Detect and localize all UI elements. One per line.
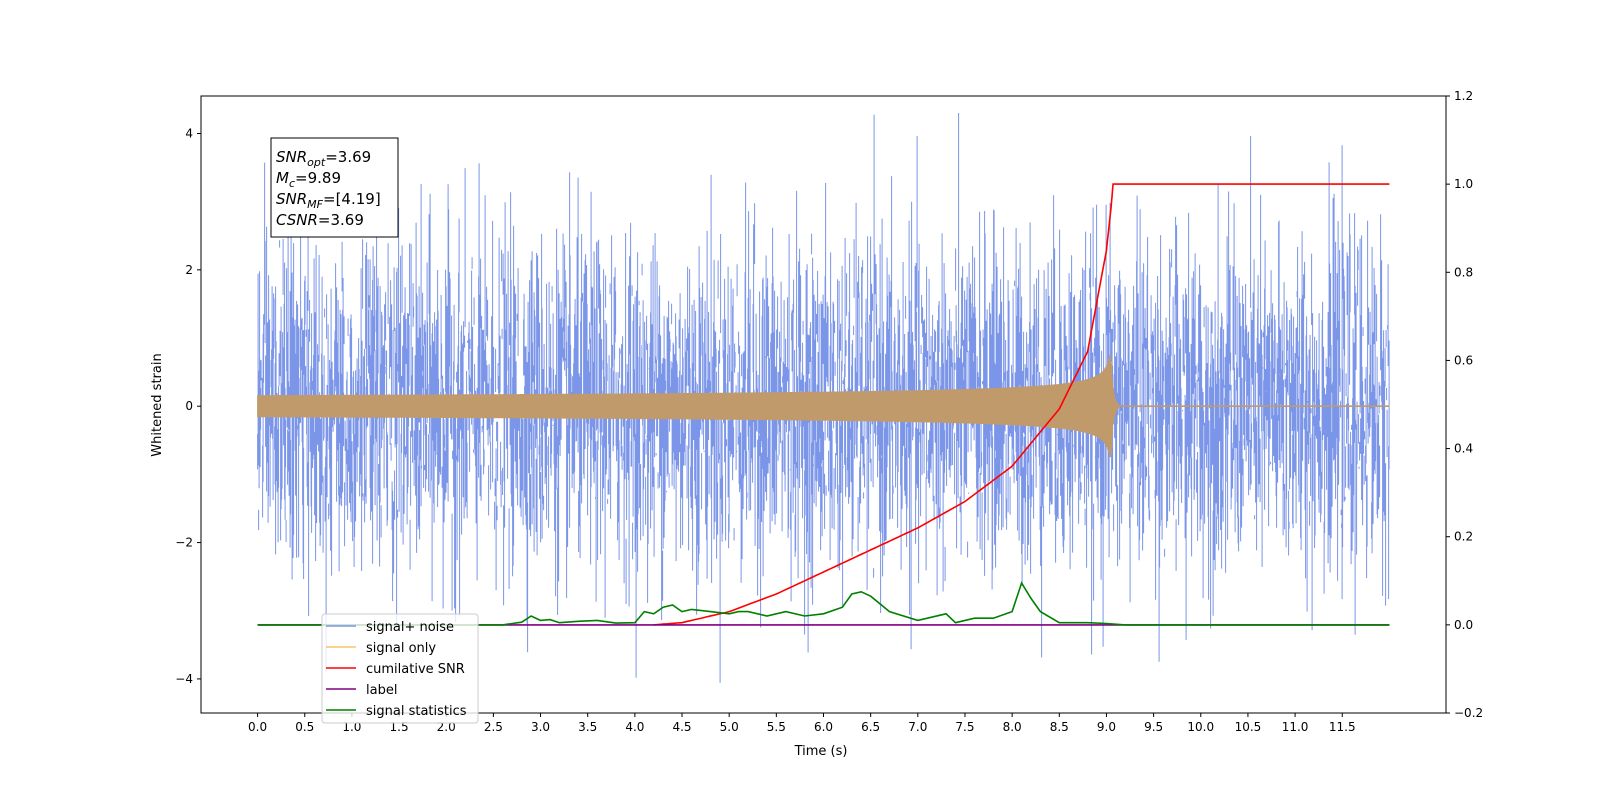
info-line: SNRopt=3.69 <box>276 148 371 169</box>
x-axis-label: Time (s) <box>794 744 848 759</box>
x-tick-label: 7.0 <box>908 720 927 734</box>
info-line-value: =3.69 <box>318 211 364 229</box>
x-tick-label: 6.0 <box>814 720 833 734</box>
info-line-subscript: opt <box>307 156 326 169</box>
x-tick-label: 3.0 <box>531 720 550 734</box>
legend-label: signal only <box>366 641 436 656</box>
x-tick-label: 9.0 <box>1097 720 1116 734</box>
info-line: Mc=9.89 <box>276 169 341 190</box>
legend-label: cumilative SNR <box>366 662 465 677</box>
x-tick-label: 7.5 <box>955 720 974 734</box>
legend-label: label <box>366 683 397 698</box>
y-tick-label: 4 <box>185 126 193 140</box>
info-box-frame <box>270 137 399 238</box>
x-tick-label: 4.0 <box>625 720 644 734</box>
info-line-value: =3.69 <box>325 148 371 166</box>
x-tick-label: 3.5 <box>578 720 597 734</box>
x-tick-label: 8.5 <box>1050 720 1069 734</box>
x-tick-label: 11.0 <box>1282 720 1309 734</box>
info-line-symbol: SNR <box>276 190 307 208</box>
legend-label: signal statistics <box>366 704 467 719</box>
y2-tick-label: 0.4 <box>1454 442 1473 456</box>
info-line-symbol: M <box>276 169 289 187</box>
info-line-value: =9.89 <box>295 169 341 187</box>
y2-tick-label: 0.6 <box>1454 353 1473 367</box>
y-axis-label: Whitened strain <box>150 353 165 456</box>
info-line: CSNR=3.69 <box>276 211 364 229</box>
x-tick-label: 2.5 <box>484 720 503 734</box>
y2-tick-label: 0.2 <box>1454 530 1473 544</box>
x-tick-label: 11.5 <box>1329 720 1356 734</box>
x-tick-label: 8.0 <box>1003 720 1022 734</box>
y2-tick-label: 0.8 <box>1454 265 1473 279</box>
series-signal-statistics-line <box>257 581 1390 626</box>
info-line-value: =[4.19] <box>323 190 381 208</box>
legend: signal+ noise signal only cumilative SNR la… <box>321 613 479 724</box>
info-line-subscript: c <box>289 177 295 190</box>
y2-tick-label: 1.0 <box>1454 177 1473 191</box>
info-line-symbol: SNR <box>276 148 307 166</box>
y2-tick-label: −0.2 <box>1454 706 1483 720</box>
x-tick-label: 0.0 <box>248 720 267 734</box>
y-tick-label: −4 <box>175 672 193 686</box>
info-line-subscript: MF <box>307 198 323 211</box>
x-tick-label: 9.5 <box>1144 720 1163 734</box>
y-tick-label: −2 <box>175 536 193 550</box>
x-tick-label: 10.5 <box>1235 720 1262 734</box>
y-tick-label: 2 <box>185 263 193 277</box>
info-line-symbol: CSNR <box>276 211 318 229</box>
legend-frame <box>321 613 479 724</box>
axes: 0.0 0.5 1.0 1.5 2.0 2.5 3.0 3.5 4.0 4.5 5.0 5.5 6.0 6… <box>175 89 1483 734</box>
series-cumulative-snr-line <box>653 183 1390 626</box>
x-tick-label: 4.5 <box>672 720 691 734</box>
x-tick-label: 5.0 <box>720 720 739 734</box>
x-tick-label: 0.5 <box>295 720 314 734</box>
x-tick-label: 10.0 <box>1187 720 1214 734</box>
y-tick-label: 0 <box>185 399 193 413</box>
y2-tick-label: 1.2 <box>1454 89 1473 103</box>
legend-label: signal+ noise <box>366 620 454 635</box>
x-tick-label: 5.5 <box>767 720 786 734</box>
y2-tick-label: 0.0 <box>1454 618 1473 632</box>
x-tick-label: 6.5 <box>861 720 880 734</box>
info-line: SNRMF=[4.19] <box>276 190 381 211</box>
